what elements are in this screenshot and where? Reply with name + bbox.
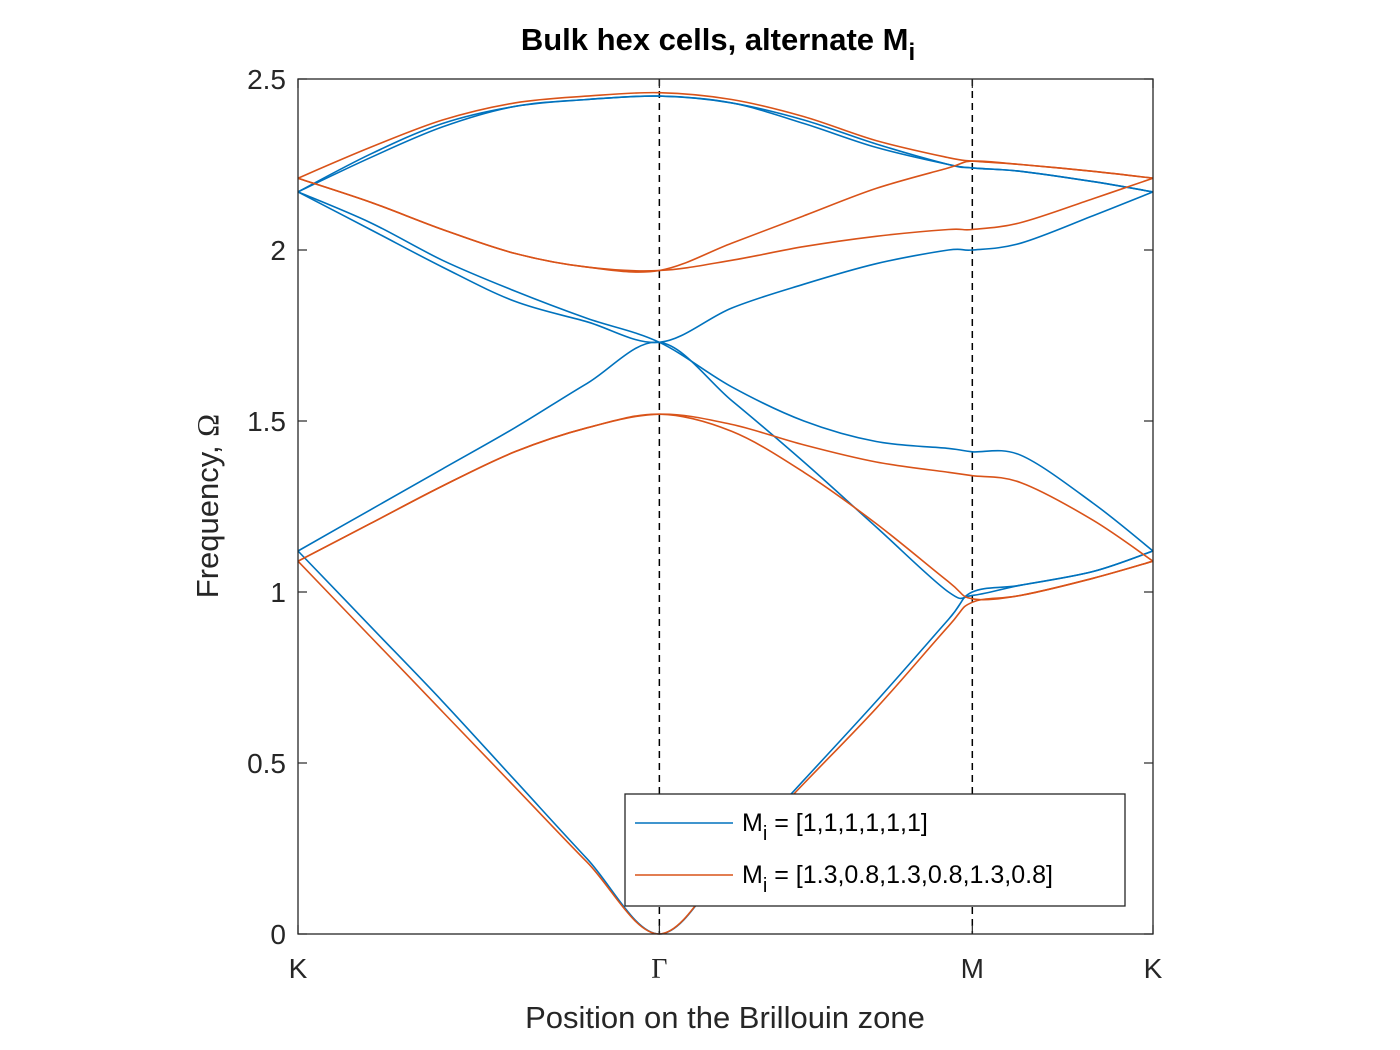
chart-title-subscript: i bbox=[908, 39, 915, 66]
plot-area bbox=[298, 79, 1153, 934]
chart-title: Bulk hex cells, alternate Mi bbox=[521, 22, 915, 66]
series-0 bbox=[297, 95, 1154, 935]
legend-label-uniform-values: = [1,1,1,1,1,1] bbox=[767, 809, 928, 837]
y-tick-label-1: 0.5 bbox=[247, 748, 286, 779]
y-axis: 0 0.5 1 1.5 2 2.5 bbox=[247, 64, 1153, 950]
plot-frame bbox=[297, 78, 1154, 935]
legend-box bbox=[624, 793, 1126, 907]
series-0-band-5 bbox=[297, 95, 1154, 193]
x-tick-label-3: K bbox=[1144, 953, 1163, 984]
y-tick-label-3: 1.5 bbox=[247, 406, 286, 437]
legend-label-uniform: Mi = [1,1,1,1,1,1] bbox=[742, 809, 928, 845]
legend-label-alternate-values: = [1.3,0.8,1.3,0.8,1.3,0.8] bbox=[767, 861, 1053, 889]
series-0-band-2 bbox=[297, 191, 1154, 552]
legend-label-alternate-subscript: i bbox=[763, 875, 767, 897]
x-tick-label-2: M bbox=[961, 953, 984, 984]
y-tick-label-0: 0 bbox=[270, 919, 286, 950]
y-axis-label: Frequency, Ω bbox=[190, 414, 225, 598]
series-0-band-3 bbox=[297, 191, 1154, 344]
y-tick-label-5: 2.5 bbox=[247, 64, 286, 95]
y-tick-label-4: 2 bbox=[270, 235, 286, 266]
y-tick-label-2: 1 bbox=[270, 577, 286, 608]
x-tick-label-0: K bbox=[289, 953, 308, 984]
series-0-band-1 bbox=[297, 341, 1154, 600]
high-symmetry-lines bbox=[658, 79, 974, 934]
legend-label-uniform-subscript: i bbox=[763, 823, 767, 845]
series-1-band-5 bbox=[297, 91, 1154, 179]
x-tick-label-1: Γ bbox=[651, 954, 667, 985]
legend: Mi = [1,1,1,1,1,1] Mi = [1.3,0.8,1.3,0.8… bbox=[624, 793, 1126, 907]
legend-label-alternate: Mi = [1.3,0.8,1.3,0.8,1.3,0.8] bbox=[742, 861, 1053, 897]
series-1-band-2 bbox=[297, 413, 1154, 562]
x-axis-label: Position on the Brillouin zone bbox=[525, 1000, 925, 1035]
y-axis-label-omega: Ω bbox=[190, 414, 225, 437]
